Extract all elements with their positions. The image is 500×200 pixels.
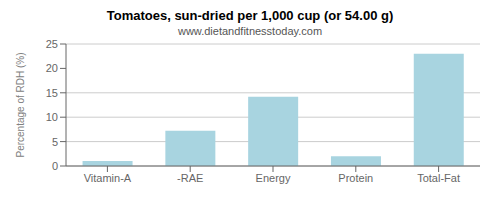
svg-text:Protein: Protein (338, 172, 373, 184)
html-text:Tomatoes, sun-dried per 1,000: Tomatoes, sun-dried per 1,000 cup (or 54… (106, 8, 394, 23)
svg-text:0: 0 (52, 160, 58, 172)
svg-text:20: 20 (46, 62, 58, 74)
svg-text:25: 25 (46, 38, 58, 50)
svg-text:Total-Fat: Total-Fat (417, 172, 460, 184)
svg-text:5: 5 (52, 136, 58, 148)
html-text:www.dietandfitnesstoday.com: www.dietandfitnesstoday.com (178, 25, 322, 37)
svg-text:15: 15 (46, 87, 58, 99)
svg-text:Vitamin-A: Vitamin-A (84, 172, 132, 184)
svg-text:10: 10 (46, 111, 58, 123)
svg-text:Percentage of RDH (%): Percentage of RDH (%) (15, 52, 26, 157)
svg-text:Energy: Energy (256, 172, 291, 184)
svg-text:-RAE: -RAE (177, 172, 203, 184)
